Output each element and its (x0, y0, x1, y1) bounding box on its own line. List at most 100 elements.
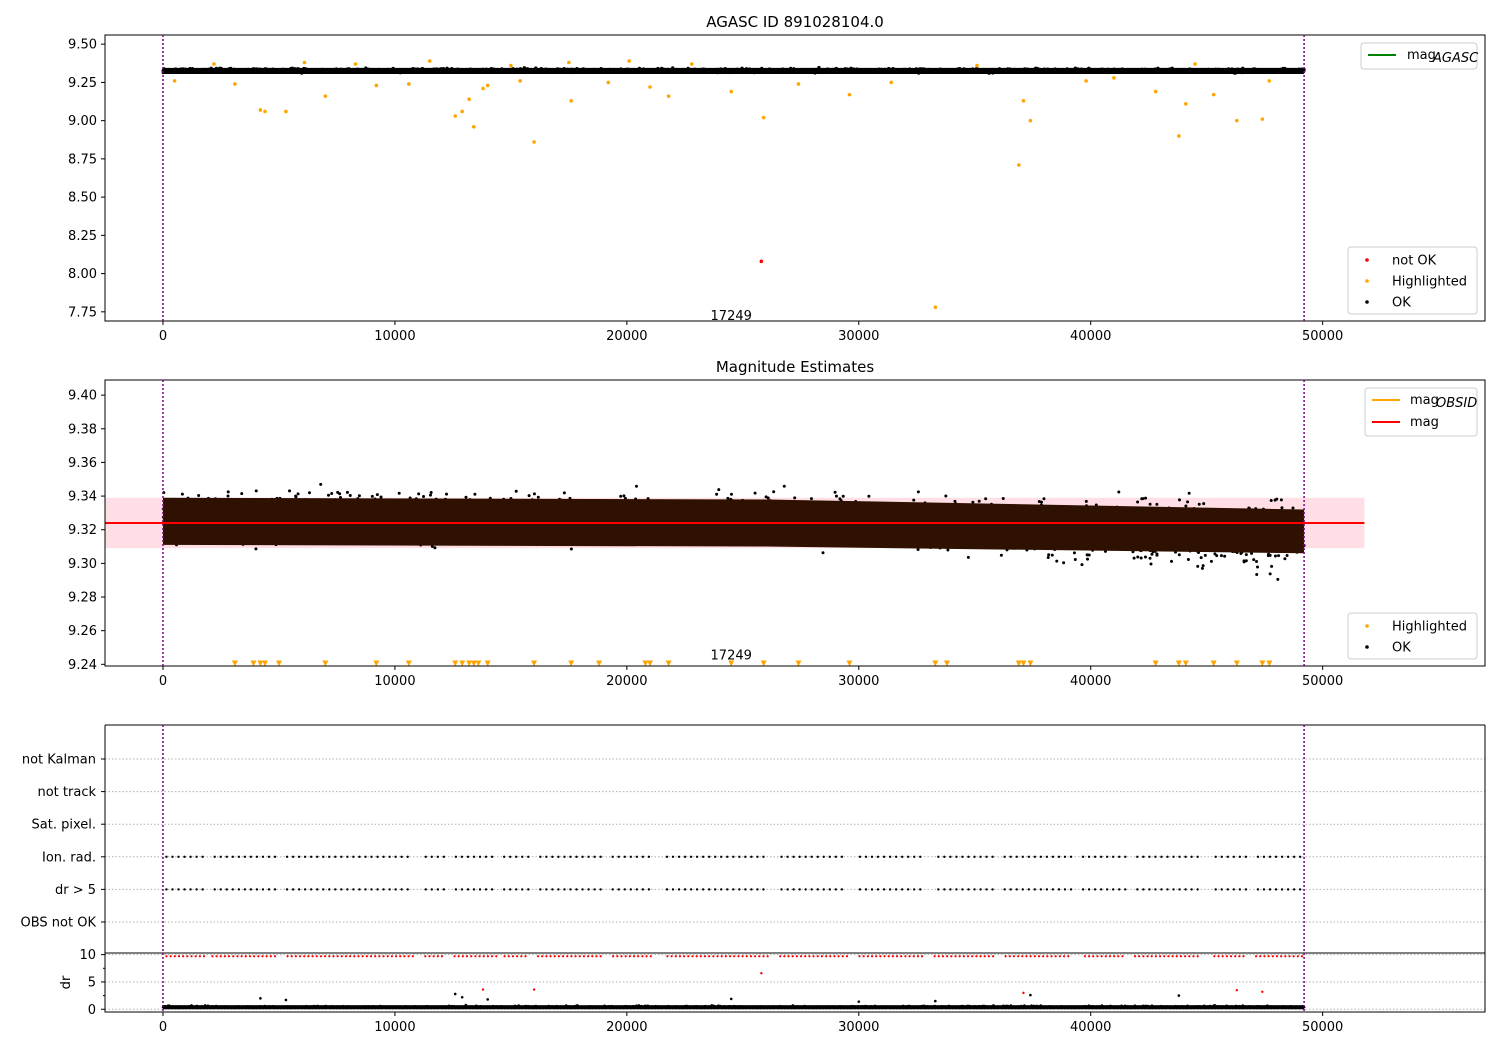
flag-point (671, 888, 675, 891)
dr-point-red (541, 955, 544, 958)
dr-point-red (900, 955, 903, 958)
flag-point (1118, 855, 1121, 858)
dr-point-red (1229, 955, 1233, 958)
dr-point-red (1087, 955, 1091, 958)
dr-point-red (791, 955, 794, 958)
dr-point-red (1050, 955, 1053, 958)
ok-point (793, 496, 797, 500)
flag-point (623, 855, 626, 858)
flag-point (1292, 888, 1296, 891)
dr-point-red (962, 955, 965, 958)
dr-point-red (336, 955, 339, 958)
dr-point-red (303, 955, 306, 958)
flag-point (502, 855, 506, 858)
flag-point (1160, 855, 1163, 858)
dr-point-red (261, 955, 264, 958)
dr-point-red (983, 955, 986, 958)
dr-point-red (536, 955, 540, 958)
y-tick-label: 9.25 (68, 76, 97, 91)
ok-point (809, 497, 813, 501)
flag-point (937, 855, 940, 858)
x-tick-label: 30000 (838, 329, 879, 344)
plot-frame (104, 379, 1486, 667)
flag-point (340, 888, 343, 891)
dr-point-red (461, 955, 464, 958)
flag-point (243, 855, 247, 858)
flag-point (430, 888, 433, 891)
dr-point-red (1022, 991, 1025, 995)
below-range-marker (932, 660, 939, 666)
dr-point-red (887, 955, 890, 958)
flag-point (1148, 855, 1151, 858)
dr-point-red (958, 955, 961, 958)
flag-point (870, 855, 874, 858)
highlighted-point (1112, 76, 1116, 80)
flag-point (617, 888, 620, 891)
below-range-marker (1259, 660, 1266, 666)
flag-point (641, 888, 645, 891)
dr-point-red (165, 955, 168, 958)
highlighted-point (567, 60, 571, 65)
x-tick-label: 40000 (1070, 674, 1111, 689)
dr-point-red (1033, 955, 1036, 958)
ok-point (345, 490, 349, 494)
flag-point (1148, 888, 1151, 891)
below-range-marker (647, 660, 654, 666)
flag-point (1286, 855, 1290, 858)
below-range-marker (531, 660, 538, 666)
flag-point (906, 888, 910, 891)
dr-point-red (1054, 955, 1057, 958)
flag-point (539, 855, 542, 858)
ok-point (429, 490, 433, 494)
flag-point (267, 855, 271, 858)
flag-point (1196, 888, 1199, 891)
dr-point-red (950, 955, 953, 958)
dr-point-red (399, 955, 402, 958)
flag-point (1081, 855, 1085, 858)
flag-point (551, 888, 554, 891)
highlighted-point (1184, 102, 1188, 106)
ok-point (782, 484, 786, 488)
flag-point (804, 888, 807, 891)
flag-point (442, 888, 446, 891)
below-range-marker (665, 660, 672, 666)
flag-point (714, 888, 717, 891)
dr-point-red (382, 955, 385, 958)
legend-label: mag (1410, 415, 1439, 430)
dr-point-red (1234, 955, 1237, 958)
below-range-marker (250, 660, 257, 666)
dr-point-red (470, 955, 473, 958)
flag-point (388, 888, 391, 891)
ok-point (1140, 497, 1144, 501)
ok-point (527, 494, 531, 498)
flag-point (358, 888, 361, 891)
dr-point-red (637, 955, 640, 958)
flag-point (460, 888, 464, 891)
flag-point (949, 855, 952, 858)
flag-point (1214, 888, 1217, 891)
dr-point-red (369, 955, 373, 958)
flag-point (442, 855, 446, 858)
flag-point (581, 888, 584, 891)
flag-point (1220, 888, 1223, 891)
dr-point-red (724, 955, 727, 958)
ok-point (1139, 556, 1143, 560)
flag-point (1142, 855, 1145, 858)
ok-point (833, 490, 837, 494)
flag-point (689, 888, 693, 891)
ok-point (766, 496, 770, 500)
dr-point-red (866, 955, 869, 958)
flag-point (424, 855, 427, 858)
flag-point (1262, 855, 1266, 858)
flag-point (527, 855, 530, 858)
dr-point-red (1263, 955, 1266, 958)
flag-point (683, 888, 687, 891)
flag-point (1298, 888, 1302, 891)
dr-point-red (678, 955, 682, 958)
legend-label: mag (1410, 393, 1439, 408)
x-tick-label: 50000 (1302, 329, 1343, 344)
ok-point (330, 491, 334, 495)
flag-label: not Kalman (22, 753, 96, 768)
dr-point-red (240, 955, 243, 958)
dr-point-red (394, 955, 398, 958)
